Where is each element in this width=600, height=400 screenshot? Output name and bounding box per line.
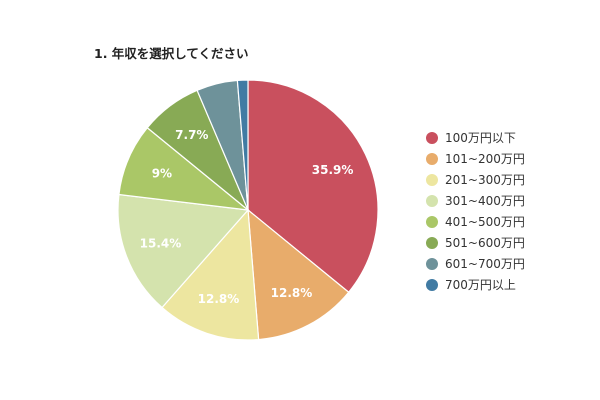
data-label-5: 9% — [152, 166, 172, 180]
chart-title: 1. 年収を選択してください — [94, 46, 249, 61]
legend-item-7[interactable]: 601~700万円 — [426, 253, 525, 274]
legend-item-2[interactable]: 101~200万円 — [426, 148, 525, 169]
legend-item-5[interactable]: 401~500万円 — [426, 211, 525, 232]
legend-swatch — [426, 236, 438, 249]
data-label-6: 7.7% — [175, 128, 208, 142]
legend-label: 301~400万円 — [445, 194, 525, 208]
legend-item-6[interactable]: 501~600万円 — [426, 232, 525, 253]
legend-item-3[interactable]: 201~300万円 — [426, 169, 525, 190]
legend-label: 401~500万円 — [445, 215, 525, 229]
legend-swatch — [426, 278, 438, 291]
legend-swatch — [426, 152, 438, 165]
legend-swatch — [426, 257, 438, 270]
legend-item-4[interactable]: 301~400万円 — [426, 190, 525, 211]
pie-slice-3[interactable] — [161, 208, 260, 341]
legend-label: 700万円以上 — [445, 278, 516, 292]
legend-label: 101~200万円 — [445, 152, 525, 166]
legend: 100万円以下 101~200万円 201~300万円 301~400万円 401~50… — [426, 127, 525, 295]
data-label-4: 15.4% — [140, 236, 182, 250]
legend-label: 100万円以下 — [445, 131, 516, 145]
pie-slice-8[interactable] — [236, 79, 249, 211]
data-label-2: 12.8% — [271, 286, 313, 300]
legend-item-1[interactable]: 100万円以下 — [426, 127, 525, 148]
legend-swatch — [426, 215, 438, 228]
data-label-3: 12.8% — [198, 292, 240, 306]
legend-label: 201~300万円 — [445, 173, 525, 187]
legend-item-8[interactable]: 700万円以上 — [426, 274, 525, 295]
pie-slice-4[interactable] — [117, 193, 250, 309]
legend-swatch — [426, 173, 438, 186]
data-label-1: 35.9% — [312, 163, 354, 177]
pie-slice-2[interactable] — [247, 208, 350, 341]
legend-label: 501~600万円 — [445, 236, 525, 250]
legend-swatch — [426, 131, 438, 144]
pie-slice-1[interactable] — [247, 79, 379, 294]
legend-swatch — [426, 194, 438, 207]
legend-label: 601~700万円 — [445, 257, 525, 271]
